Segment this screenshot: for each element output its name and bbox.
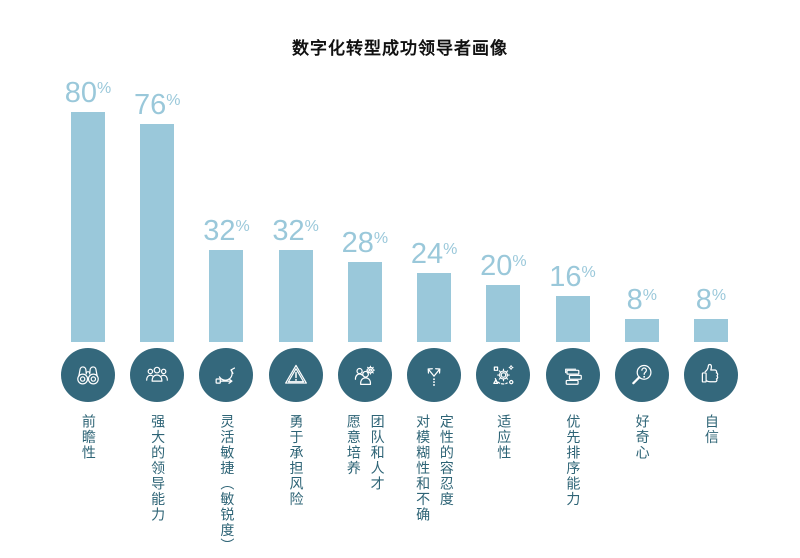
percent-sign: % [97, 80, 112, 97]
category-label: 好奇心 [634, 414, 651, 461]
bar-value-number: 32 [272, 215, 305, 247]
percent-sign: % [711, 287, 727, 304]
bar [71, 112, 105, 342]
warning-triangle-icon [268, 348, 323, 402]
chart-column: 80% 前瞻性 [53, 0, 123, 558]
percent-sign: % [642, 287, 657, 304]
chart-column: 16% 优先排序能力 [538, 0, 608, 558]
chart-column: 32% 灵活敏捷（敏锐度） [191, 0, 261, 558]
percent-sign: % [166, 91, 181, 109]
team-icon [130, 348, 185, 402]
bar-value-label: 80% [65, 79, 112, 108]
branching-arrows-icon [407, 348, 462, 402]
percent-sign: % [373, 229, 389, 247]
priority-list-icon [545, 348, 600, 402]
percent-sign: % [304, 218, 319, 235]
category-label: 定性的容忍度 对模糊性和不确 [415, 414, 455, 523]
thumbs-up-icon [683, 348, 738, 402]
agility-cycle-icon [199, 348, 254, 402]
bar [209, 250, 244, 342]
magnifier-question-icon [614, 348, 669, 402]
chart-column: 8% 好奇心 [607, 0, 677, 558]
bar [278, 250, 313, 342]
bar-value-label: 24% [411, 240, 458, 269]
bar-value-number: 24 [410, 238, 444, 270]
bar-value-number: 8 [695, 284, 712, 316]
category-label: 灵活敏捷（敏锐度） [219, 414, 236, 554]
chart-title: 数字化转型成功领导者画像 [292, 39, 508, 58]
bar-value-label: 76% [133, 88, 181, 121]
bar [555, 296, 590, 342]
category-label: 自信 [703, 414, 720, 445]
adaptability-gear-icon [476, 348, 531, 402]
category-label: 团队和人才 愿意培养 [345, 414, 386, 492]
category-label: 前瞻性 [80, 414, 97, 461]
bar-value-label: 16% [549, 263, 596, 292]
bar-value-label: 8% [627, 286, 657, 315]
bar [347, 261, 382, 342]
bar-value-number: 32 [203, 215, 236, 247]
bar-value-label: 28% [341, 226, 389, 259]
talent-development-icon [337, 348, 392, 402]
bar-value-number: 8 [626, 284, 643, 316]
bar-value-label: 20% [480, 249, 527, 282]
bar-value-label: 32% [203, 217, 250, 246]
bar-value-number: 20 [480, 249, 513, 282]
bar-value-label: 32% [272, 217, 319, 246]
bar [417, 273, 452, 342]
chart-column: 24% 定性的容忍度 对模糊性和不确 [399, 0, 469, 558]
chart-column: 32% 勇于承担风险 [261, 0, 331, 558]
chart-column: 8% 自信 [676, 0, 746, 558]
bar [624, 319, 659, 342]
bar-value-number: 16 [549, 261, 582, 293]
bar-value-number: 80 [64, 77, 98, 109]
percent-sign: % [581, 264, 596, 281]
percent-sign: % [443, 241, 458, 258]
bar [693, 319, 728, 342]
chart-column: 76% 强大的领导能力 [122, 0, 192, 558]
category-label: 优先排序能力 [565, 414, 582, 507]
category-label: 强大的领导能力 [150, 414, 167, 523]
bar-value-number: 28 [341, 226, 374, 259]
category-label: 勇于承担风险 [288, 414, 305, 507]
binoculars-icon [61, 348, 115, 402]
category-label: 适应性 [496, 414, 513, 461]
chart-column: 20% 适应性 [468, 0, 538, 558]
percent-sign: % [512, 252, 527, 270]
chart-column: 28% 团队和人才 愿意培养 [330, 0, 400, 558]
bar [486, 284, 521, 342]
percent-sign: % [235, 218, 250, 235]
bar [140, 123, 175, 342]
bar-value-number: 76 [133, 88, 167, 121]
bar-value-label: 8% [696, 286, 726, 315]
